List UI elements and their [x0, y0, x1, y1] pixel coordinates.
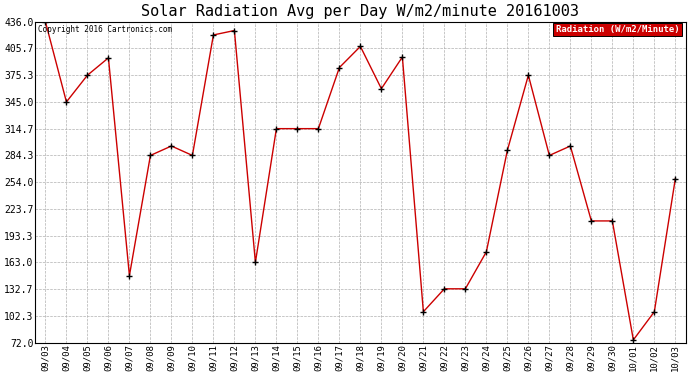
Text: Radiation (W/m2/Minute): Radiation (W/m2/Minute) [555, 25, 680, 34]
Text: Copyright 2016 Cartronics.com: Copyright 2016 Cartronics.com [38, 25, 172, 34]
Title: Solar Radiation Avg per Day W/m2/minute 20161003: Solar Radiation Avg per Day W/m2/minute … [141, 4, 580, 19]
